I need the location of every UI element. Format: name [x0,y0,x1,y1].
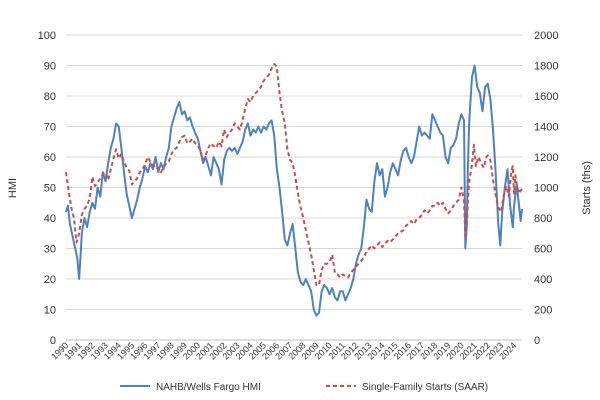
series-layer [65,62,523,317]
y-left-tick-label: 50 [44,183,56,195]
gridlines [66,34,522,310]
y-right-tick-label: 1200 [534,152,558,164]
y-right-tick-label: 800 [534,213,552,225]
y-left-tick-label: 80 [44,91,56,103]
y-right-tick-label: 1800 [534,61,558,73]
y-left-tick-label: 60 [44,152,56,164]
y-right-tick-label: 1600 [534,91,558,103]
y-left-tick-label: 90 [44,61,56,73]
legend: NAHB/Wells Fargo HMI Single-Family Start… [120,382,488,393]
y-right-tick-label: 0 [534,335,540,347]
y-left-tick-label: 70 [44,122,56,134]
y-left-tick-label: 10 [44,305,56,317]
y-right-tick-label: 200 [534,305,552,317]
legend-label-hmi: NAHB/Wells Fargo HMI [156,382,261,393]
y-right-tick-label: 400 [534,274,552,286]
series-line-hmi [65,64,523,317]
y-right-tick-label: 1000 [534,183,558,195]
y-right-tick-label: 2000 [534,30,558,42]
y-left-tick-label: 40 [44,213,56,225]
series-line-starts [65,62,523,287]
x-tick-labels: 1990199119921993199419951996199719981999… [49,340,518,361]
legend-label-starts: Single-Family Starts (SAAR) [362,382,488,393]
y-left-tick-label: 0 [50,335,56,347]
y-left-tick-label: 30 [44,244,56,256]
y-right-tick-label: 1400 [534,122,558,134]
y-left-tick-label: 100 [38,30,56,42]
y-left-tick-label: 20 [44,274,56,286]
y-left-tick-labels: 0 10 20 30 40 50 60 70 80 90 100 [38,30,56,347]
y-right-axis-title: Starts (ths) [581,161,593,215]
y-right-tick-label: 600 [534,244,552,256]
y-left-axis-title: HMI [7,178,19,198]
y-right-tick-labels: 0 200 400 600 800 1000 1200 1400 1600 1800 2000 [534,30,558,347]
